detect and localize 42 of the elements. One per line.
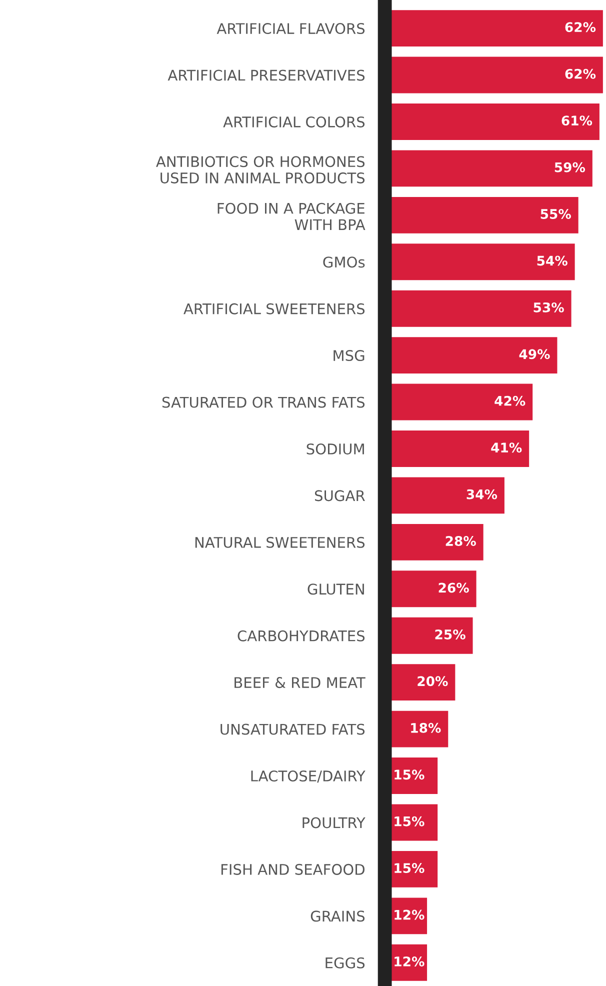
y-tick-label: NATURAL SWEETENERS <box>195 536 365 548</box>
data-label: 26% <box>438 582 469 593</box>
y-tick-label: UNSATURATED FATS <box>220 724 365 735</box>
data-label: 34% <box>466 489 498 500</box>
data-label: 55% <box>540 209 571 219</box>
y-tick-label: ANTIBIOTICS OR HORMONES USED IN ANIMAL PRODUCTS <box>156 156 365 184</box>
y-tick-label: LACTOSE/DAIRY <box>251 770 366 783</box>
y-tick-label: GRAINS <box>310 910 365 922</box>
data-label: 12% <box>394 910 424 920</box>
y-tick-label: GLUTEN <box>308 584 364 595</box>
data-label: 12% <box>394 956 424 966</box>
y-tick-label: POULTRY <box>302 817 366 828</box>
y-tick-label: SATURATED OR TRANS FATS <box>162 396 365 408</box>
data-label: 53% <box>534 302 564 312</box>
data-label: 59% <box>554 162 586 172</box>
y-tick-label: SUGAR <box>314 490 365 502</box>
data-label: 25% <box>435 629 466 640</box>
data-label: 18% <box>411 722 441 733</box>
data-label: 41% <box>491 442 522 453</box>
data-label: 62% <box>565 68 596 79</box>
data-label: 15% <box>394 816 424 826</box>
data-label: 20% <box>418 676 448 686</box>
y-tick-label: ARTIFICIAL SWEETENERS <box>184 303 365 314</box>
y-tick-label: BEEF & RED MEAT <box>234 677 366 688</box>
data-label: 15% <box>394 863 424 874</box>
y-tick-label: ARTIFICIAL COLORS <box>223 116 365 128</box>
data-label: 62% <box>565 22 596 32</box>
data-label: 54% <box>537 256 568 266</box>
y-tick-label: EGGS <box>326 957 365 968</box>
y-tick-label: GMOs <box>323 256 365 268</box>
data-label: 61% <box>562 116 592 126</box>
y-tick-label: FOOD IN A PACKAGE WITH BPA <box>218 202 366 230</box>
y-tick-label: SODIUM <box>306 443 364 454</box>
data-label: 49% <box>519 349 550 360</box>
data-label: 28% <box>446 536 476 546</box>
y-tick-label: ARTIFICIAL FLAVORS <box>216 23 365 34</box>
y-tick-label: FISH AND SEAFOOD <box>221 864 364 875</box>
y-tick-label: CARBOHYDRATES <box>238 630 365 642</box>
data-label: 42% <box>494 396 526 406</box>
y-tick-label: MSG <box>334 350 364 362</box>
y-tick-label: ARTIFICIAL PRESERVATIVES <box>168 70 365 81</box>
data-label: 15% <box>394 770 424 780</box>
